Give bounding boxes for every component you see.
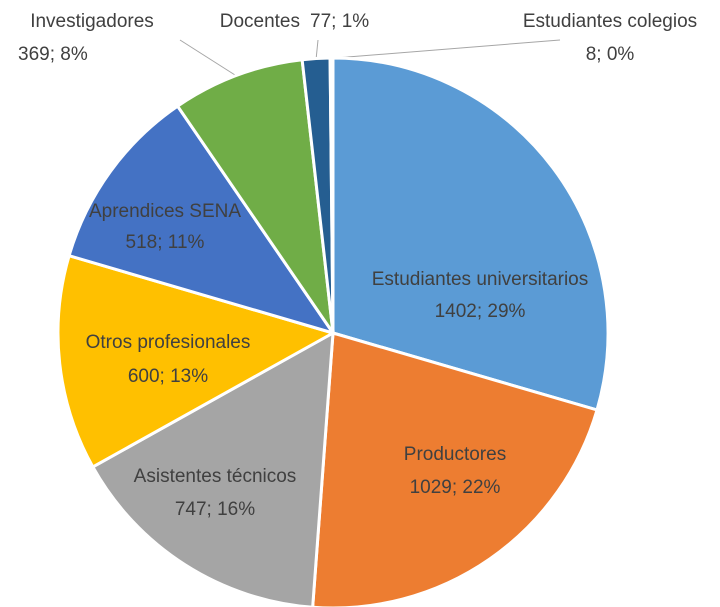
- slice-label: Otros profesionales: [86, 332, 251, 353]
- value-label: 747; 16%: [175, 499, 255, 520]
- value-label: 8; 0%: [586, 44, 635, 65]
- slice-label: Estudiantes universitarios: [372, 269, 589, 290]
- pie-slice: [56, 253, 337, 469]
- slice-label: Investigadores: [30, 11, 154, 32]
- slice-label: Estudiantes colegios: [523, 11, 697, 32]
- value-label: 600; 13%: [128, 366, 208, 387]
- pie-slice: [67, 104, 337, 336]
- leader-line: [179, 39, 236, 76]
- pie-slice: [175, 58, 335, 334]
- pie-slice: [90, 330, 335, 607]
- value-label: 1029; 22%: [410, 477, 501, 498]
- slice-label: Aprendices SENA: [89, 201, 241, 222]
- slice-label: Docentes: [220, 11, 300, 32]
- pie-slice: [328, 56, 335, 334]
- leader-line: [315, 39, 319, 61]
- value-label: 1402; 29%: [435, 301, 526, 322]
- pie-slice: [331, 56, 610, 412]
- leader-line: [334, 39, 561, 59]
- value-label: 518; 11%: [126, 232, 205, 253]
- value-label: 77; 1%: [310, 11, 369, 32]
- slice-label: Asistentes técnicos: [134, 466, 297, 487]
- slice-label: Productores: [404, 444, 506, 465]
- value-label: 369; 8%: [18, 44, 88, 65]
